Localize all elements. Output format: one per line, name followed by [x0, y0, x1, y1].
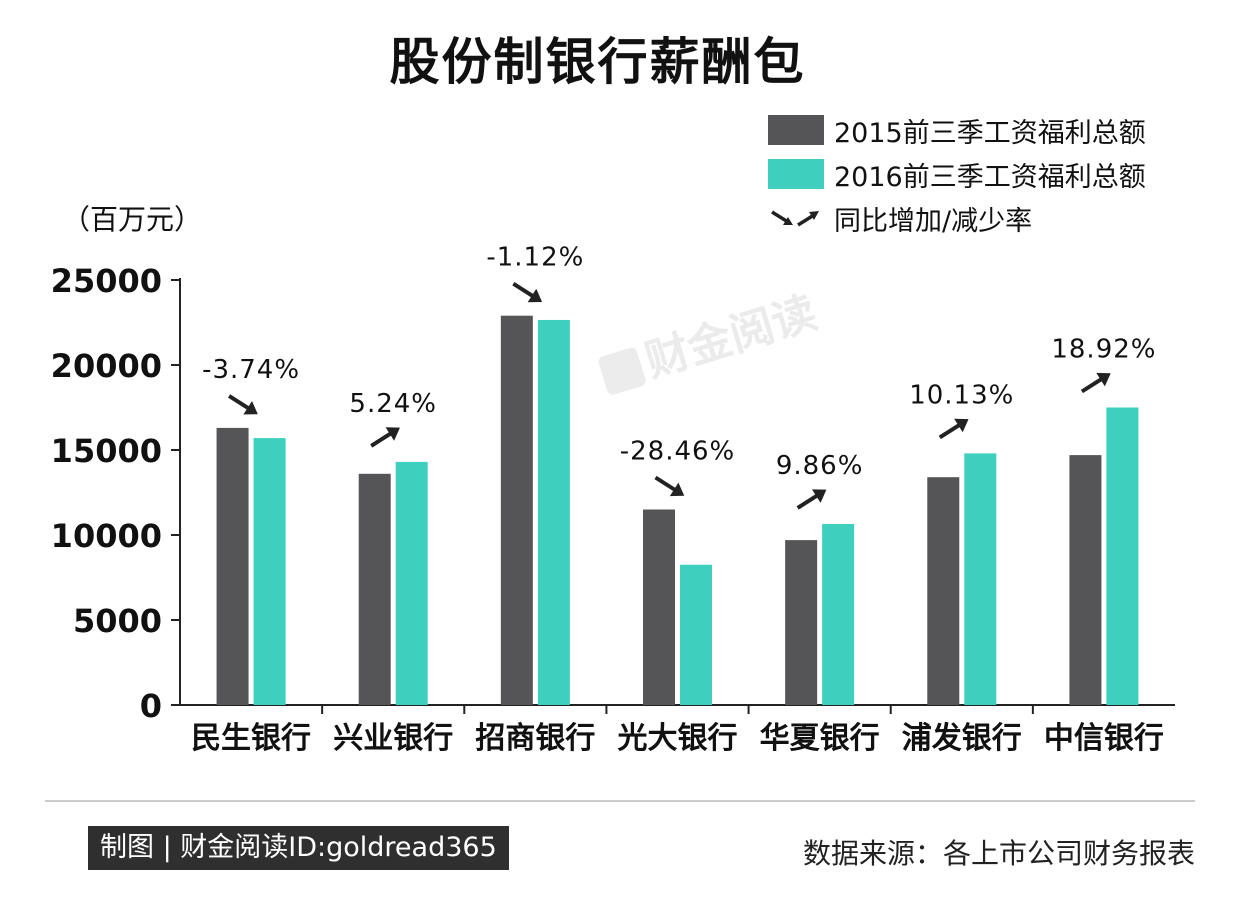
legend-item-2015: 2015前三季工资福利总额 [768, 108, 1146, 152]
y-tick-label: 0 [140, 687, 162, 725]
change-label: 9.86% [776, 451, 864, 481]
decrease-arrow-icon [227, 394, 258, 415]
legend: 2015前三季工资福利总额 2016前三季工资福利总额 同比增加/减少率 [768, 108, 1146, 240]
change-label: -1.12% [486, 243, 584, 273]
y-tick-label: 20000 [51, 347, 162, 385]
increase-arrow-icon [796, 489, 827, 510]
watermark-logo [598, 347, 646, 395]
legend-label-2015: 2015前三季工资福利总额 [834, 117, 1146, 149]
legend-item-change: 同比增加/减少率 [768, 196, 1146, 240]
y-axis-unit: （百万元） [62, 203, 203, 236]
legend-swatch-2016 [768, 159, 824, 189]
bar-2016 [964, 453, 997, 705]
chart-title: 股份制银行薪酬包 [389, 33, 806, 91]
change-label: -28.46% [620, 437, 736, 467]
bar-chart: 财金阅读 0 5000 10000 15000 20000 25000 民生银行 -3.74… [51, 243, 1175, 756]
bar-2015 [500, 315, 533, 705]
x-tick-label: 民生银行 [191, 721, 311, 756]
increase-arrow-icon [370, 427, 400, 448]
legend-label-change: 同比增加/减少率 [834, 205, 1033, 237]
x-tick-label: 光大银行 [618, 721, 738, 756]
credit-badge: 制图 | 财金阅读ID:goldread365 [88, 826, 509, 870]
y-tick-label: 5000 [73, 602, 162, 640]
legend-swatch-2015 [768, 115, 824, 145]
x-tick-label: 招商银行 [475, 721, 595, 756]
y-tick-label: 10000 [51, 517, 162, 555]
y-tick-label: 25000 [51, 262, 162, 300]
data-source: 数据来源：各上市公司财务报表 [802, 837, 1195, 870]
decrease-arrow-icon [512, 282, 543, 303]
y-tick-label: 15000 [51, 432, 162, 470]
watermark: 财金阅读 [598, 287, 823, 395]
change-label: -3.74% [202, 355, 300, 385]
x-tick-label: 浦发银行 [902, 721, 1022, 756]
watermark-text: 财金阅读 [639, 287, 822, 387]
bar-2016 [822, 523, 855, 705]
change-label: 10.13% [909, 380, 1014, 410]
increase-arrow-icon [938, 418, 969, 440]
legend-label-2016: 2016前三季工资福利总额 [834, 161, 1146, 193]
footer-divider [45, 800, 1195, 802]
bar-2015 [1069, 455, 1102, 705]
legend-item-2016: 2016前三季工资福利总额 [768, 152, 1146, 196]
bar-2015 [927, 477, 960, 705]
x-tick-label: 华夏银行 [760, 721, 880, 756]
bar-2016 [537, 319, 570, 705]
bar-2016 [680, 564, 712, 705]
increase-arrow-icon [1080, 372, 1111, 394]
bar-2016 [395, 461, 428, 705]
x-tick-label: 兴业银行 [333, 721, 453, 756]
bar-2015 [216, 427, 249, 705]
bar-2015 [785, 540, 818, 705]
x-tick-label: 中信银行 [1044, 721, 1164, 756]
bar-2016 [253, 438, 286, 705]
bar-2015 [358, 473, 391, 705]
bar-2015 [643, 509, 675, 705]
decrease-arrow-icon [654, 475, 685, 497]
bar-2016 [1106, 407, 1139, 705]
trend-arrows-icon [768, 203, 824, 233]
change-label: 5.24% [349, 389, 437, 419]
change-label: 18.92% [1051, 335, 1156, 365]
